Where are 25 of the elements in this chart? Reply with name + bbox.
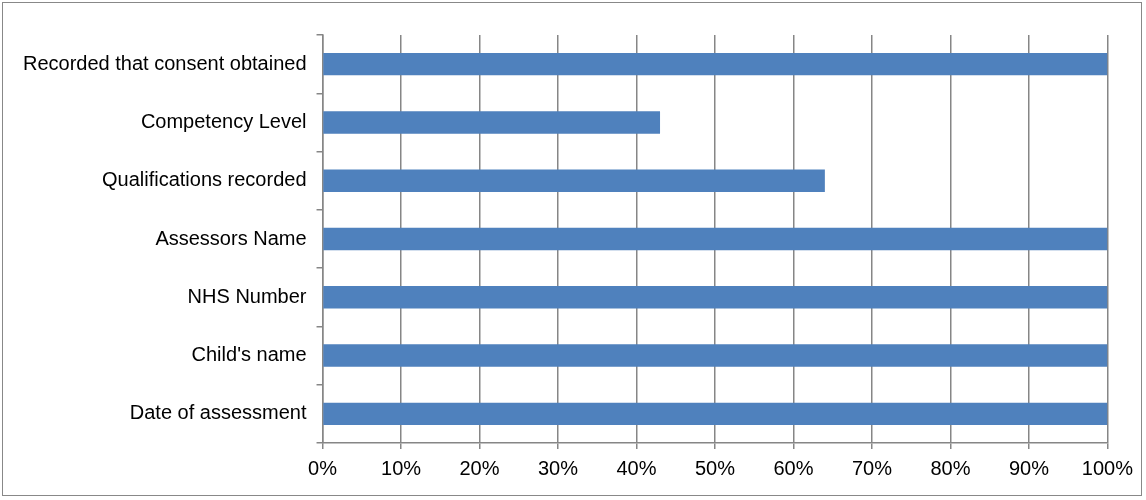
y-tick-label: Child's name bbox=[191, 343, 307, 366]
x-tick-label: 0% bbox=[308, 456, 338, 479]
x-tick-label: 50% bbox=[694, 456, 736, 479]
bar bbox=[323, 344, 1108, 367]
y-tick-label: Qualifications recorded bbox=[101, 168, 307, 191]
x-tick-label: 100% bbox=[1081, 456, 1134, 479]
bar bbox=[323, 169, 825, 192]
x-tick-label: 30% bbox=[537, 456, 579, 479]
y-tick-label: Assessors Name bbox=[155, 226, 307, 249]
y-tick-label: Competency Level bbox=[140, 109, 307, 132]
bar bbox=[323, 227, 1108, 251]
y-tick-label: NHS Number bbox=[187, 284, 307, 307]
x-tick-label: 80% bbox=[930, 456, 971, 479]
y-tick-label: Date of assessment bbox=[129, 401, 307, 424]
bar bbox=[323, 286, 1108, 309]
bar bbox=[323, 52, 1108, 76]
bar bbox=[323, 402, 1108, 426]
x-tick-label: 40% bbox=[616, 456, 657, 479]
x-tick-label: 60% bbox=[773, 456, 814, 479]
bar bbox=[323, 111, 661, 134]
y-tick-label: Recorded that consent obtained bbox=[22, 51, 307, 74]
x-tick-label: 90% bbox=[1008, 456, 1050, 479]
x-tick-label: 20% bbox=[459, 456, 500, 479]
x-tick-label: 70% bbox=[851, 456, 893, 479]
x-tick-label: 10% bbox=[381, 456, 422, 479]
